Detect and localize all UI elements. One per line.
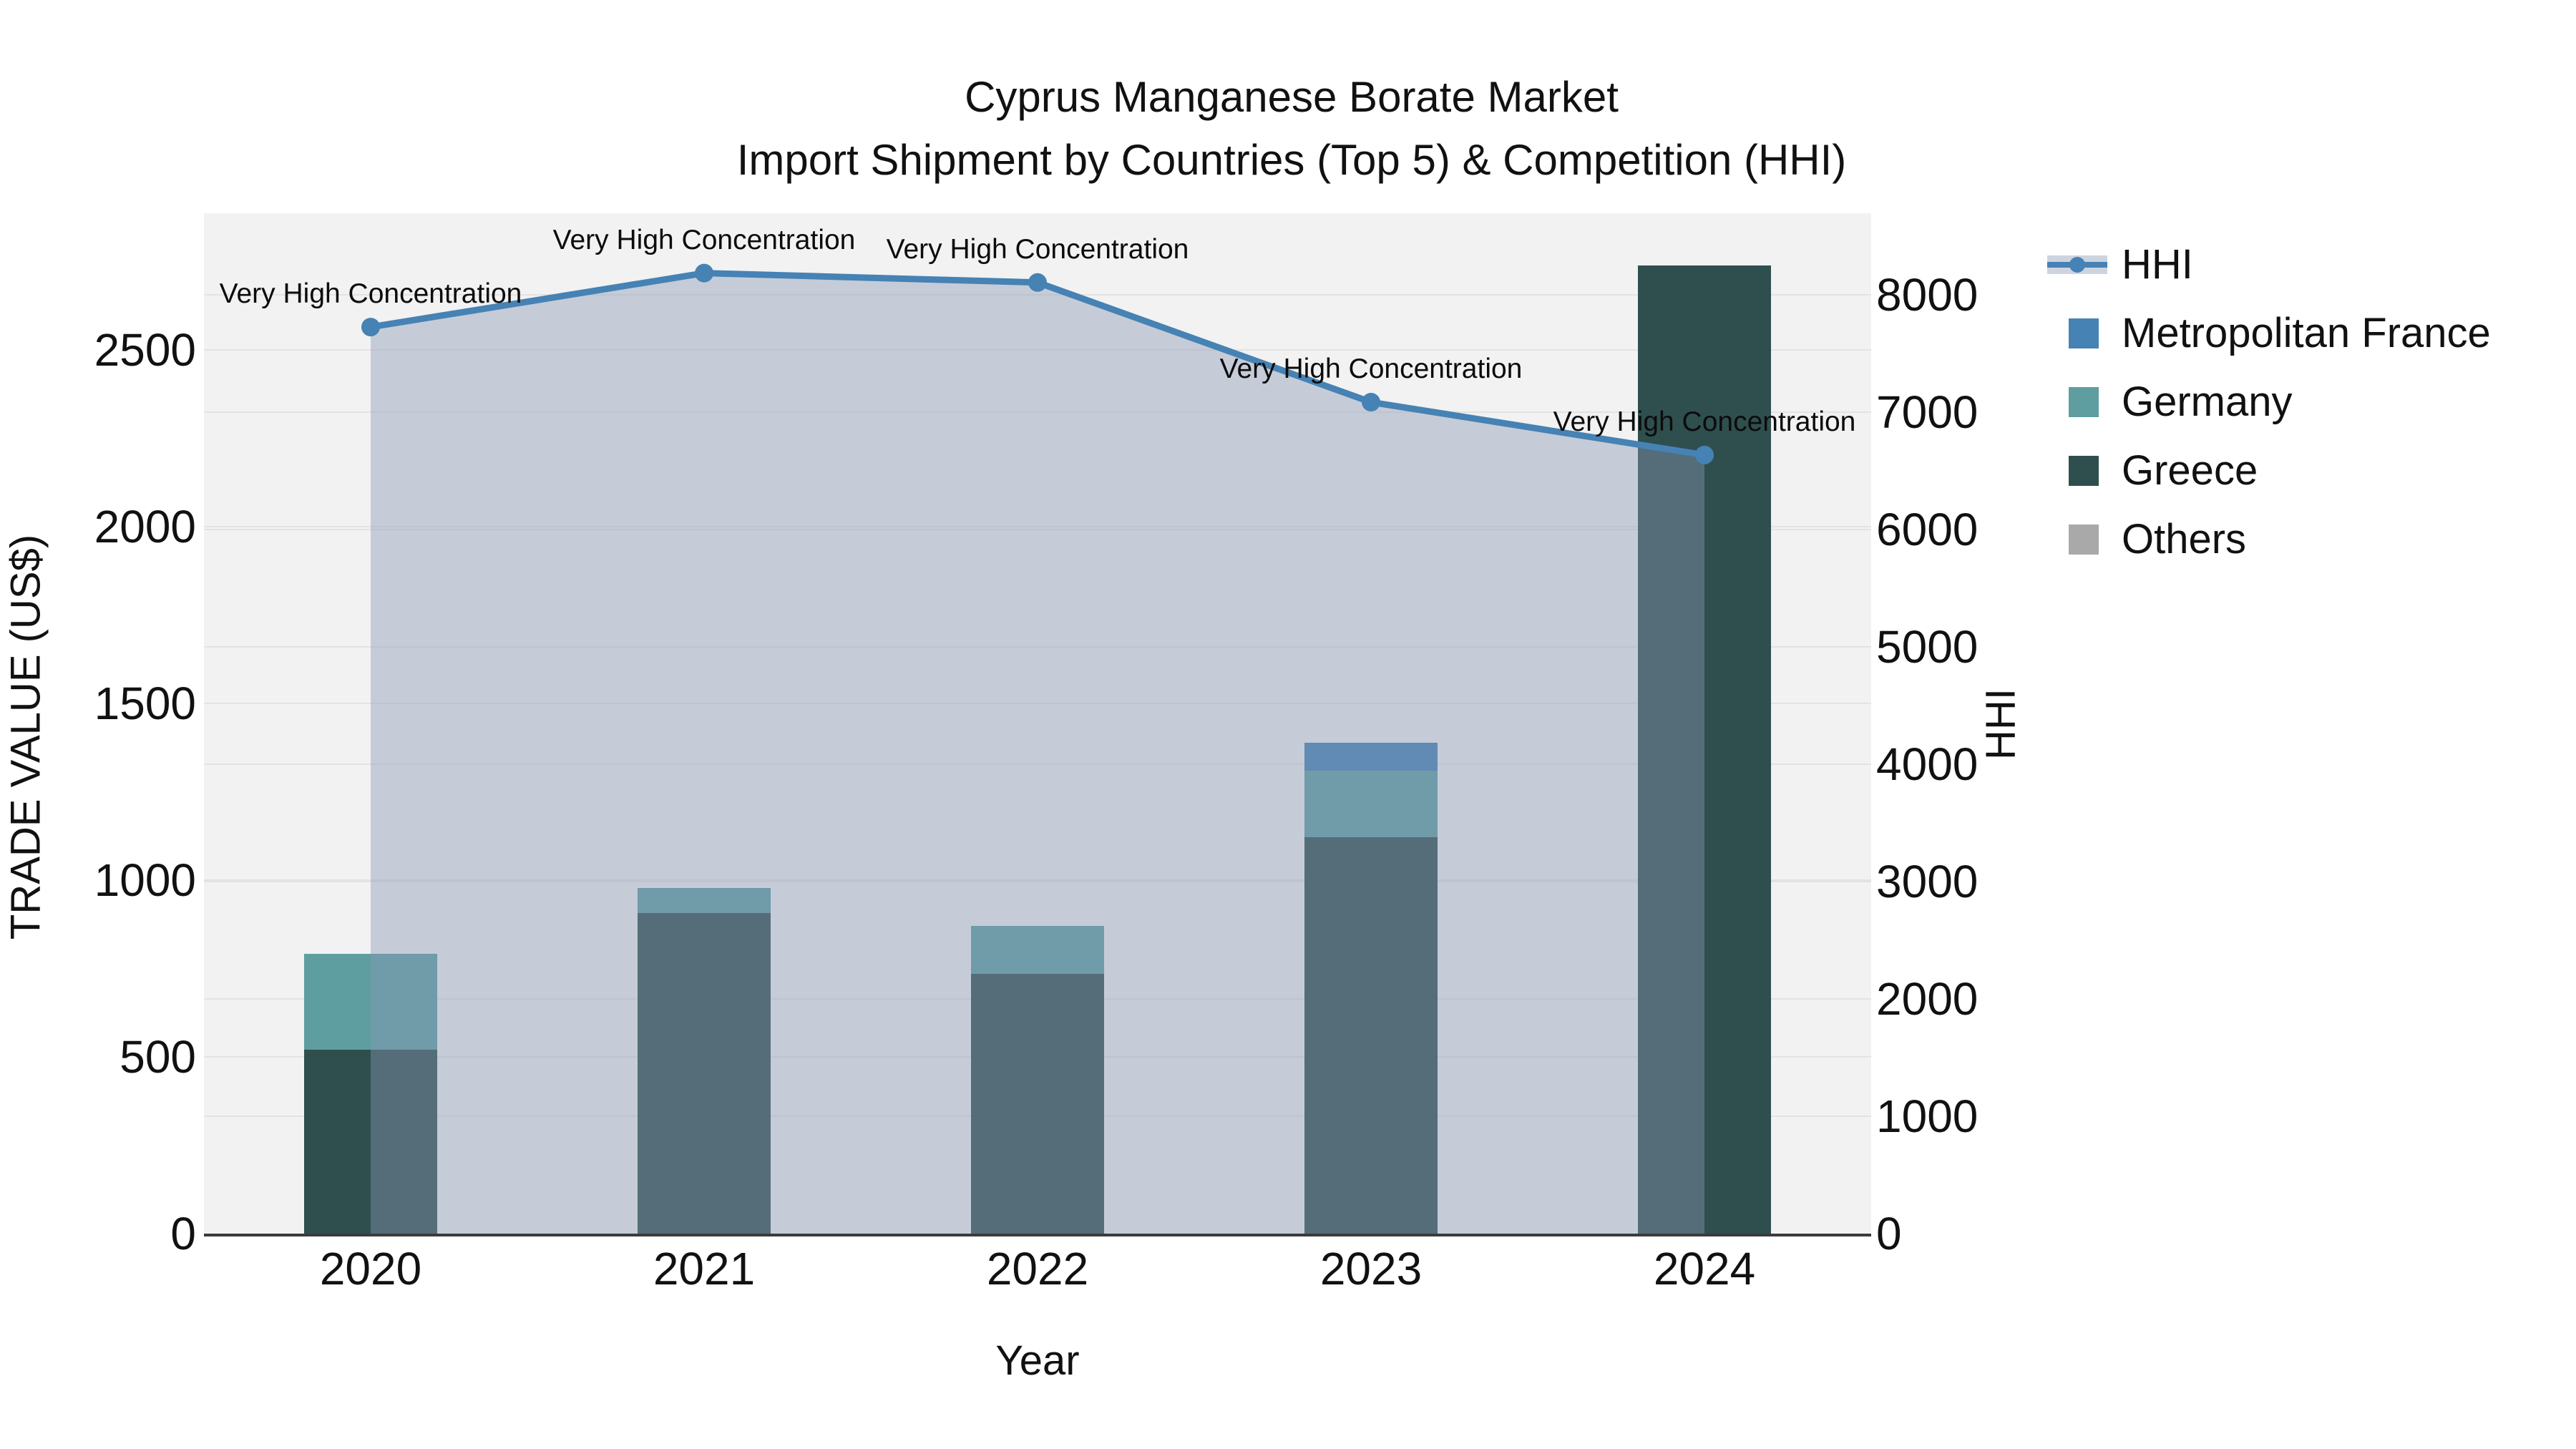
y-right-tick-label-8000: 8000 (1876, 268, 1979, 321)
bar-segment-germany-2023[interactable] (1304, 771, 1438, 838)
y-right-tick-label-7000: 7000 (1876, 386, 1979, 438)
legend-line-swatch-icon (2047, 243, 2107, 286)
annotation-2023: Very High Concentration (1219, 353, 1523, 385)
x-tick-label-2024: 2024 (1653, 1243, 1756, 1294)
chart-title-line1: Cyprus Manganese Borate Market (965, 73, 1619, 121)
plot-area (204, 213, 1871, 1236)
chart-title: Cyprus Manganese Borate Market Import Sh… (737, 66, 1847, 192)
bar-segment-germany-2021[interactable] (638, 887, 771, 913)
y-axis-left-title: TRADE VALUE (US$) (2, 534, 49, 940)
gridline-left-1500 (204, 702, 1871, 704)
legend-item-hhi[interactable]: HHI (2047, 230, 2491, 299)
hhi-line-chart (361, 263, 1714, 1234)
y-right-tick-label-4000: 4000 (1876, 738, 1979, 790)
hhi-area-fill (371, 273, 1704, 1234)
legend-hhi-marker-dot (2069, 257, 2085, 273)
y-left-tick-label-2500: 2500 (94, 323, 196, 376)
gridline-right-6000 (204, 528, 1871, 530)
y-left-tick-label-2000: 2000 (94, 500, 196, 552)
bar-segment-germany-2020[interactable] (304, 953, 437, 1050)
legend-item-greece[interactable]: Greece (2047, 436, 2491, 505)
x-tick-label-2022: 2022 (986, 1243, 1089, 1294)
hhi-marker-2024[interactable] (1695, 445, 1714, 464)
y-left-tick-label-500: 500 (119, 1030, 196, 1083)
hhi-marker-2021[interactable] (695, 263, 713, 283)
gridline-right-8000 (204, 293, 1871, 296)
hhi-marker-2023[interactable] (1362, 393, 1380, 412)
legend-square-swatch-icon (2047, 449, 2107, 492)
legend-label: Others (2122, 516, 2247, 562)
gridline-left-2500 (204, 348, 1871, 351)
legend: HHI Metropolitan France Germany Greece Other… (2047, 230, 2491, 574)
hhi-marker-2022[interactable] (1028, 273, 1047, 292)
y-left-tick-label-1500: 1500 (94, 677, 196, 729)
gridline-right-5000 (204, 645, 1871, 648)
legend-item-others[interactable]: Others (2047, 505, 2491, 574)
legend-color-swatch (2069, 525, 2099, 555)
x-axis-title: Year (995, 1337, 1080, 1384)
bar-segment-greece-2024[interactable] (1638, 265, 1771, 1234)
annotation-2021: Very High Concentration (552, 224, 856, 255)
y-left-tick-label-1000: 1000 (94, 854, 196, 906)
bar-segment-greece-2022[interactable] (971, 973, 1104, 1234)
legend-color-swatch (2069, 387, 2099, 417)
chart-title-line2: Import Shipment by Countries (Top 5) & C… (736, 136, 1847, 184)
legend-label: Metropolitan France (2122, 310, 2491, 356)
legend-color-swatch (2069, 318, 2099, 348)
bar-segment-greece-2020[interactable] (304, 1050, 437, 1234)
bar-segment-germany-2022[interactable] (971, 926, 1104, 974)
y-right-tick-label-2000: 2000 (1876, 972, 1979, 1025)
legend-item-germany[interactable]: Germany (2047, 368, 2491, 436)
y-axis-right-title: HHI (1977, 688, 2024, 760)
gridline-right-7000 (204, 411, 1871, 413)
legend-color-swatch (2069, 456, 2099, 486)
gridline-left-2000 (204, 525, 1871, 527)
legend-square-swatch-icon (2047, 312, 2107, 355)
x-tick-label-2020: 2020 (319, 1243, 422, 1294)
annotation-2020: Very High Concentration (219, 278, 522, 310)
y-right-tick-label-3000: 3000 (1876, 855, 1979, 907)
hhi-marker-2020[interactable] (361, 318, 380, 337)
y-left-tick-label-0: 0 (170, 1208, 196, 1259)
legend-label: HHI (2122, 241, 2193, 288)
annotation-2024: Very High Concentration (1553, 406, 1856, 437)
gridline-right-4000 (204, 763, 1871, 765)
gridline-left-1000 (204, 879, 1871, 881)
bar-segment-greece-2023[interactable] (1304, 837, 1438, 1234)
legend-square-swatch-icon (2047, 518, 2107, 561)
annotation-2022: Very High Concentration (886, 233, 1189, 265)
bar-segment-metropolitan-france-2023[interactable] (1304, 743, 1438, 771)
x-tick-label-2021: 2021 (653, 1243, 756, 1294)
y-right-tick-label-5000: 5000 (1876, 620, 1979, 673)
y-right-tick-label-0: 0 (1876, 1208, 1902, 1259)
legend-square-swatch-icon (2047, 381, 2107, 424)
bar-segment-greece-2021[interactable] (638, 912, 771, 1234)
x-tick-label-2023: 2023 (1319, 1243, 1423, 1294)
legend-label: Greece (2122, 447, 2258, 494)
gridline-right-3000 (204, 880, 1871, 882)
legend-item-metropolitan-france[interactable]: Metropolitan France (2047, 299, 2491, 368)
y-right-tick-label-6000: 6000 (1876, 503, 1979, 555)
legend-label: Germany (2122, 379, 2293, 425)
y-right-tick-label-1000: 1000 (1876, 1090, 1979, 1142)
